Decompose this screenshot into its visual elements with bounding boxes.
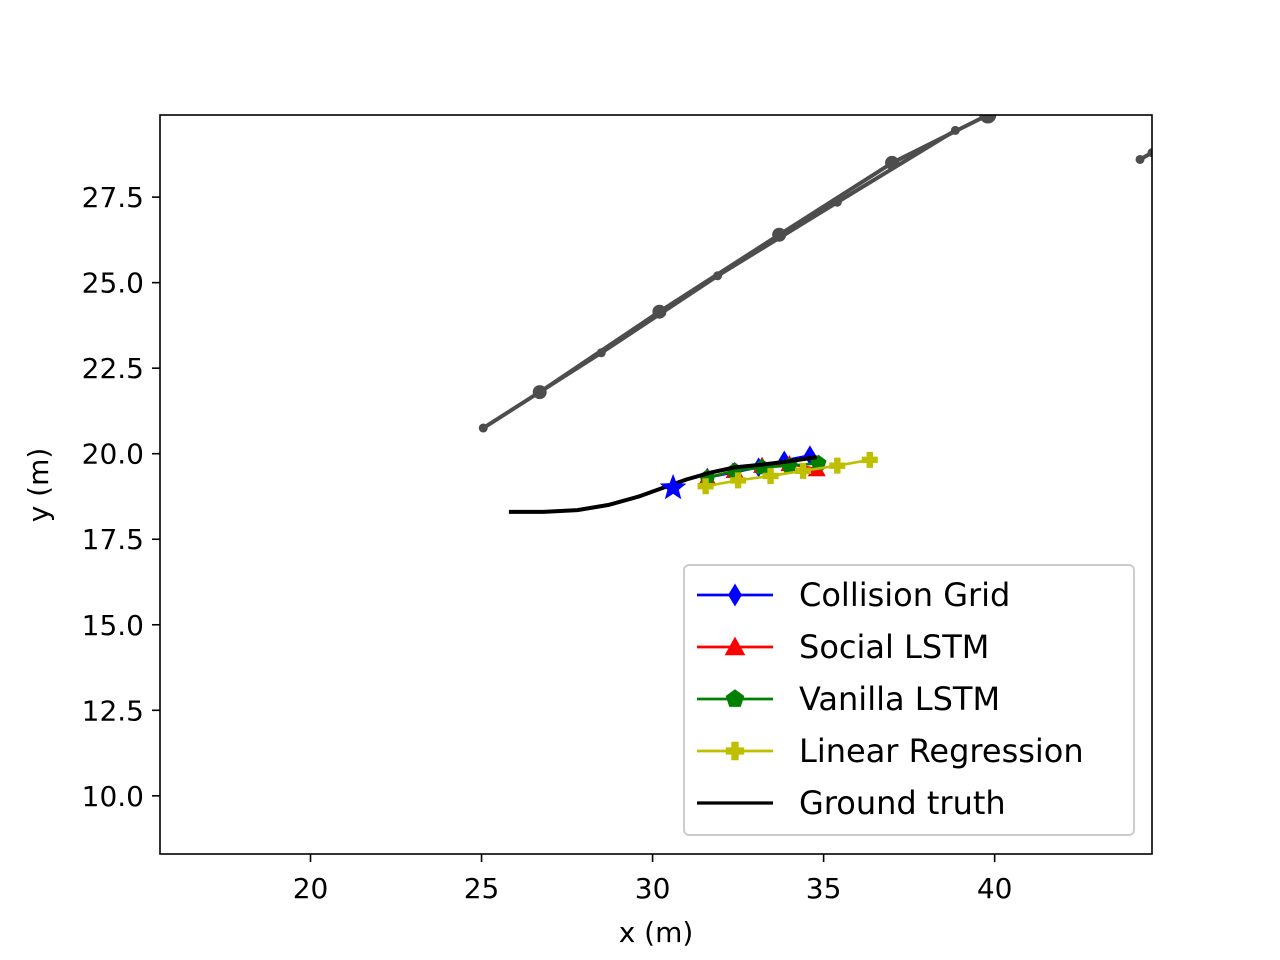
x-tick-label: 30 [635,872,671,905]
start-point-group [659,473,687,500]
y-tick-label: 10.0 [82,780,144,813]
series-marker-linear-regression [730,472,747,489]
neighbor-track-2-point [596,348,606,358]
neighbor-track-2-point [713,271,723,281]
x-tick-label: 20 [293,872,329,905]
series-marker-linear-regression [829,457,846,474]
neighbor-track-2-point [832,197,842,207]
neighbor-track-3-point [1147,148,1152,158]
legend-label-social-lstm: Social LSTM [799,628,989,666]
y-tick-label: 12.5 [82,694,144,727]
series-marker-linear-regression [795,462,812,479]
x-axis-label: x (m) [619,916,694,949]
x-axis: 20 25 30 35 40 [293,854,1013,905]
y-tick-label: 22.5 [82,352,144,385]
legend-label-ground-truth: Ground truth [799,784,1006,822]
legend-label-linear-regression: Linear Regression [799,732,1084,770]
legend-box [683,564,1135,836]
legend-marker-linear-regression [725,741,745,761]
legend-marker-social-lstm [724,636,746,656]
y-tick-label: 17.5 [82,523,144,556]
legend-label-collision-grid: Collision Grid [799,576,1010,614]
plot-frame [159,114,1153,855]
legend: Collision Grid Social LSTM Vanilla LSTM Lin… [683,564,1135,836]
neighbor-track-2-point [950,125,960,135]
start-point-star [659,473,687,500]
y-axis: 10.0 12.5 15.0 17.5 20.0 22.5 25.0 27.5 [82,181,160,813]
y-tick-label: 15.0 [82,609,144,642]
x-tick-label: 25 [464,872,500,905]
neighbor-tracks [478,115,1152,433]
y-tick-label: 25.0 [82,267,144,300]
series-marker-linear-regression [762,467,779,484]
series-marker-linear-regression [697,478,714,495]
y-axis-label: y (m) [22,448,55,523]
legend-marker-collision-grid [728,583,742,607]
neighbor-track-3-point [1135,154,1145,164]
series-marker-linear-regression [861,451,878,468]
y-tick-label: 27.5 [82,181,144,214]
neighbor-track-1-point [979,115,997,124]
legend-label-vanilla-lstm: Vanilla LSTM [799,680,1000,718]
legend-marker-vanilla-lstm [725,689,745,707]
neighbor-track-2-point [478,423,488,433]
y-tick-label: 20.0 [82,438,144,471]
prediction-series [508,445,878,514]
x-tick-label: 35 [806,872,842,905]
x-tick-label: 40 [977,872,1013,905]
